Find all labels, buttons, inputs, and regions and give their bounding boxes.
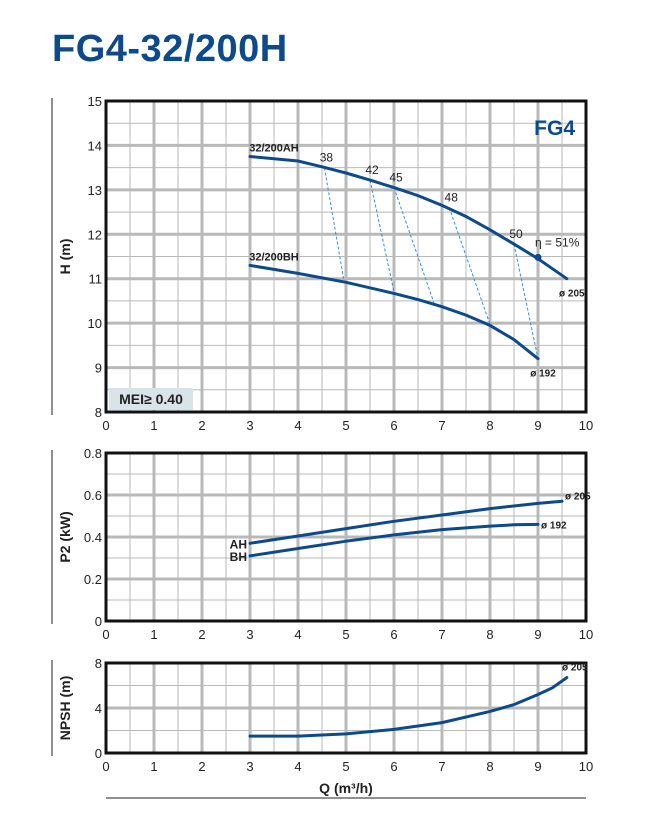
y-tick-label: 13 <box>88 183 102 198</box>
efficiency-line <box>323 167 345 279</box>
efficiency-line <box>369 179 395 293</box>
y-tick-label: 14 <box>88 138 102 153</box>
x-tick-label: 0 <box>102 759 109 774</box>
curve-32-200ah <box>248 155 569 281</box>
y-axis-label: P2 (kW) <box>57 511 73 562</box>
mei-label: MEI≥ 0.40 <box>119 391 183 407</box>
x-tick-label: 7 <box>438 418 445 433</box>
efficiency-line <box>513 243 539 359</box>
bep-label: η = 51% <box>535 235 580 249</box>
diameter-label: ø 192 <box>541 520 567 531</box>
x-tick-label: 0 <box>102 418 109 433</box>
plot-frame <box>104 661 588 755</box>
best-efficiency-point <box>534 253 542 261</box>
x-tick-label: 10 <box>579 418 593 433</box>
series-badge: FG4 <box>534 117 575 140</box>
efficiency-label: 50 <box>509 227 523 241</box>
curve-npsh <box>248 676 569 738</box>
y-tick-label: 0.2 <box>84 572 102 587</box>
x-tick-label: 9 <box>534 627 541 642</box>
series-label: BH <box>230 550 247 564</box>
plot-frame <box>104 451 588 623</box>
y-tick-label: 0.4 <box>84 530 102 545</box>
x-tick-label: 6 <box>390 759 397 774</box>
efficiency-line <box>448 207 491 325</box>
efficiency-label: 48 <box>445 191 459 205</box>
y-tick-label: 11 <box>89 272 103 287</box>
x-tick-label: 1 <box>150 627 157 642</box>
plot-frame <box>104 99 588 414</box>
y-tick-label: 9 <box>95 361 102 376</box>
series-label: AH <box>230 537 247 551</box>
diameter-label: ø 205 <box>562 663 588 674</box>
curve-bh <box>248 522 540 558</box>
x-tick-label: 9 <box>534 418 541 433</box>
x-tick-label: 8 <box>486 759 493 774</box>
x-tick-label: 8 <box>486 418 493 433</box>
y-tick-label: 10 <box>88 316 102 331</box>
series-label: 32/200BH <box>249 251 299 263</box>
x-tick-label: 9 <box>534 759 541 774</box>
x-tick-label: 5 <box>342 759 349 774</box>
y-tick-label: 8 <box>95 405 102 420</box>
y-tick-label: 0.8 <box>84 446 102 461</box>
x-tick-label: 10 <box>579 759 593 774</box>
x-tick-label: 4 <box>294 418 301 433</box>
y-tick-label: 15 <box>88 94 102 109</box>
y-tick-label: 0.6 <box>84 488 102 503</box>
x-tick-label: 3 <box>246 418 253 433</box>
x-tick-label: 6 <box>390 627 397 642</box>
curve-32-200bh <box>248 263 540 361</box>
x-tick-label: 8 <box>486 627 493 642</box>
x-tick-label: 7 <box>438 759 445 774</box>
mei-box <box>109 388 193 410</box>
x-tick-label: 2 <box>198 418 205 433</box>
y-tick-label: 0 <box>95 614 102 629</box>
x-tick-label: 1 <box>150 759 157 774</box>
diameter-label: ø 205 <box>565 491 591 502</box>
x-tick-label: 5 <box>342 627 349 642</box>
efficiency-label: 42 <box>365 163 379 177</box>
efficiency-label: 38 <box>320 151 334 165</box>
x-tick-label: 6 <box>390 418 397 433</box>
diameter-label: ø 192 <box>530 369 556 380</box>
y-tick-label: 4 <box>95 701 102 716</box>
y-tick-label: 8 <box>95 656 102 671</box>
x-tick-label: 10 <box>579 627 593 642</box>
curve-ah <box>248 499 564 545</box>
x-tick-label: 4 <box>294 627 301 642</box>
x-tick-label: 1 <box>150 418 157 433</box>
y-tick-label: 12 <box>88 227 102 242</box>
x-tick-label: 2 <box>198 759 205 774</box>
x-tick-label: 5 <box>342 418 349 433</box>
page-title: FG4-32/200H <box>52 28 288 70</box>
y-axis-label: NPSH (m) <box>57 676 73 741</box>
series-label: 32/200AH <box>249 143 299 155</box>
x-tick-label: 3 <box>246 627 253 642</box>
x-tick-label: 3 <box>246 759 253 774</box>
x-tick-label: 0 <box>102 627 109 642</box>
x-tick-label: 7 <box>438 627 445 642</box>
efficiency-line <box>393 187 436 306</box>
y-tick-label: 0 <box>95 746 102 761</box>
x-tick-label: 2 <box>198 627 205 642</box>
efficiency-label: 45 <box>389 171 403 185</box>
x-axis-label: Q (m³/h) <box>319 780 373 796</box>
diameter-label: ø 205 <box>559 289 585 300</box>
y-axis-label: H (m) <box>57 239 73 275</box>
x-tick-label: 4 <box>294 759 301 774</box>
